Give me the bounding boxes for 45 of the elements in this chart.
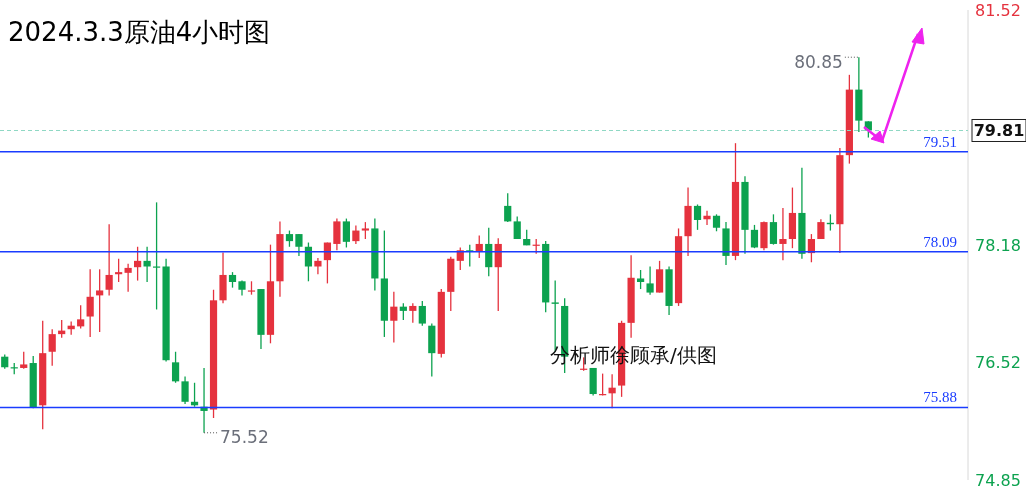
candlestick — [655, 260, 664, 294]
y-tick-label: 78.18 — [975, 236, 1021, 256]
candlestick — [333, 217, 341, 251]
candlestick — [494, 237, 502, 312]
candlestick — [171, 351, 180, 384]
ref-line-label: 75.88 — [923, 389, 957, 406]
candlestick — [750, 224, 759, 249]
candlestick — [504, 192, 512, 223]
candlestick — [124, 263, 132, 293]
ref-line-label: 78.09 — [923, 233, 957, 250]
ref-line-label: 79.51 — [923, 133, 957, 150]
candlestick — [636, 269, 645, 290]
candlestick — [105, 223, 113, 297]
y-tick-label: 76.52 — [975, 353, 1021, 373]
candlestick — [779, 207, 787, 261]
candlestick — [48, 328, 56, 367]
ref-line-label: 79.81 — [973, 121, 1025, 141]
candlestick — [703, 210, 711, 226]
chart-title: 2024.3.3原油4小时图 — [8, 17, 271, 47]
y-tick-label: 81.52 — [975, 1, 1021, 20]
candlestick — [475, 234, 483, 259]
candlestick — [314, 257, 322, 275]
candlestick — [134, 246, 142, 282]
candlestick — [77, 304, 85, 330]
annotation: 80.85 — [794, 52, 843, 73]
candlestick — [152, 201, 161, 311]
candlestick — [86, 268, 94, 338]
candlestick — [96, 268, 104, 333]
annotation: 75.52 — [220, 426, 269, 447]
candlestick — [295, 233, 303, 257]
candlestick — [456, 246, 464, 271]
candlestick — [115, 258, 123, 283]
candlestick — [807, 233, 816, 263]
candlestick — [646, 265, 654, 296]
candlestick — [390, 291, 398, 344]
candlestick — [418, 300, 426, 327]
candlestick — [181, 375, 189, 405]
candlestick — [143, 246, 151, 283]
candlestick — [342, 217, 350, 249]
candlestick — [352, 224, 360, 245]
y-tick-label: 74.85 — [975, 471, 1021, 490]
candlestick — [693, 203, 702, 231]
candlestick — [769, 213, 778, 246]
candlestick — [485, 227, 493, 278]
candlestick — [409, 302, 417, 324]
